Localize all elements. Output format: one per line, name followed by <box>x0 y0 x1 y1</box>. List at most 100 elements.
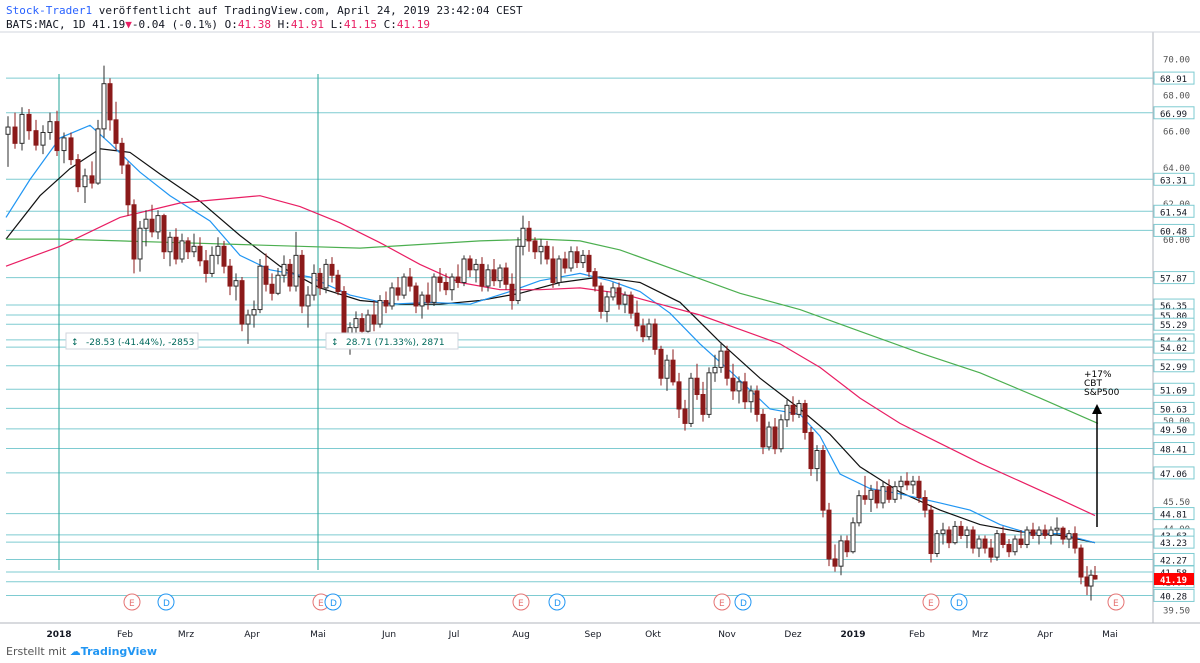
candle-body <box>850 522 856 553</box>
candle-body <box>407 276 413 287</box>
x-tick-label: Mrz <box>178 630 194 640</box>
candle-body <box>173 236 179 260</box>
candle-body <box>299 254 305 307</box>
candle-body <box>353 318 359 329</box>
level-label: 42.27 <box>1160 556 1187 566</box>
candle-body <box>544 245 550 260</box>
candle-body <box>251 309 257 316</box>
low-label: L: <box>330 18 344 31</box>
dividend-marker <box>734 593 752 611</box>
annotations: ↕ -28.53 (-41.44%), -2853 ↕ 28.71 (71.33%),… <box>65 332 1125 611</box>
candle-body <box>395 287 401 296</box>
high-value: 41.91 <box>290 18 324 31</box>
candle-body <box>718 350 724 368</box>
candle-body <box>75 159 81 188</box>
x-tick-label: Mrz <box>972 630 988 640</box>
time-axis: 2018 Feb Mrz Apr Mai Jun Jul Aug Sep Okt Nov Dez 201… <box>0 31 1200 640</box>
author-link[interactable]: Stock-Trader1 <box>6 4 93 17</box>
candle-body <box>449 276 455 291</box>
candle-body <box>784 404 790 421</box>
candle-body <box>131 204 137 260</box>
level-label-box <box>1153 507 1195 521</box>
earnings-marker <box>922 593 940 611</box>
candle-body <box>772 426 778 450</box>
candle-body <box>1018 538 1024 545</box>
candle-body <box>19 113 25 144</box>
candle-body <box>658 348 664 379</box>
candle-body <box>922 497 928 511</box>
candle-body <box>125 164 131 206</box>
candle-body <box>1084 576 1090 587</box>
candle-body <box>431 276 437 303</box>
candle-body <box>940 529 946 535</box>
candle-body <box>155 215 161 233</box>
dividend-marker-label: D <box>554 599 561 609</box>
y-tick-label: 66.00 <box>1163 128 1190 138</box>
x-tick-label: Dez <box>784 630 801 640</box>
earnings-marker <box>1107 593 1125 611</box>
candle-body <box>1036 529 1042 536</box>
candle-body <box>389 287 395 307</box>
candle-body <box>419 294 425 307</box>
candle-body <box>652 323 658 350</box>
level-label-box <box>1153 223 1195 237</box>
candle-body <box>688 377 694 424</box>
x-tick-label: Feb <box>909 630 925 640</box>
candle-body <box>562 258 568 269</box>
publish-text: veröffentlicht auf TradingView.com, Apri… <box>92 4 523 17</box>
x-tick-label: Mai <box>310 630 326 640</box>
level-label-box <box>1153 359 1195 373</box>
candle-body <box>359 318 365 332</box>
y-tick-label: 70.00 <box>1163 55 1190 65</box>
measure-label: -28.53 (-41.44%), -2853 <box>86 338 194 348</box>
candle-body <box>742 381 748 403</box>
candle-body <box>790 404 796 415</box>
candle-body <box>12 126 18 144</box>
candle-body <box>203 260 209 274</box>
y-tick-label: 45.50 <box>1163 498 1190 508</box>
candle-body <box>892 486 898 500</box>
candle-body <box>946 529 952 544</box>
x-tick-label: 2019 <box>840 630 865 640</box>
candle-body <box>54 121 60 152</box>
candle-body <box>82 175 88 188</box>
x-tick-label: Sep <box>585 630 602 640</box>
candle-body <box>586 254 592 273</box>
candle-body <box>724 350 730 379</box>
candle-body <box>646 323 652 338</box>
earnings-marker-label: E <box>518 599 524 609</box>
candle-body <box>149 218 155 233</box>
candle-body <box>520 227 526 247</box>
candle-body <box>1012 538 1018 553</box>
measure-icon: ↕ <box>331 338 339 348</box>
level-label: 47.06 <box>1160 470 1187 480</box>
candle-body <box>281 263 287 276</box>
candle-body <box>485 269 491 287</box>
ohlc-legend: BATS:MAC, 1D 41.19▼-0.04 (-0.1%) O:41.38… <box>6 18 430 31</box>
y-tick-label: 39.50 <box>1163 607 1190 617</box>
candle-body <box>461 258 467 283</box>
x-tick-label: Apr <box>1037 630 1053 640</box>
candle-body <box>101 83 107 130</box>
dividend-marker-label: D <box>956 599 963 609</box>
current-price-tag <box>1154 572 1194 585</box>
earnings-marker-label: E <box>318 599 324 609</box>
candle-body <box>383 300 389 307</box>
x-tick-label: Apr <box>244 630 260 640</box>
tradingview-brand[interactable]: TradingView <box>80 645 158 658</box>
dividend-marker-label: D <box>330 599 337 609</box>
candle-body <box>916 480 922 499</box>
candle-body <box>401 276 407 296</box>
candle-body <box>329 263 335 276</box>
candle-body <box>1000 533 1006 545</box>
candle-body <box>730 377 736 392</box>
measure-vertical-lines <box>58 74 319 570</box>
level-label: 66.99 <box>1160 110 1187 120</box>
candle-body <box>622 294 628 305</box>
measure-label-box <box>65 332 199 350</box>
candle-body <box>317 272 323 289</box>
current-price-label: 41.19 <box>1160 576 1187 586</box>
candle-body <box>706 372 712 415</box>
candle-body <box>33 130 39 146</box>
